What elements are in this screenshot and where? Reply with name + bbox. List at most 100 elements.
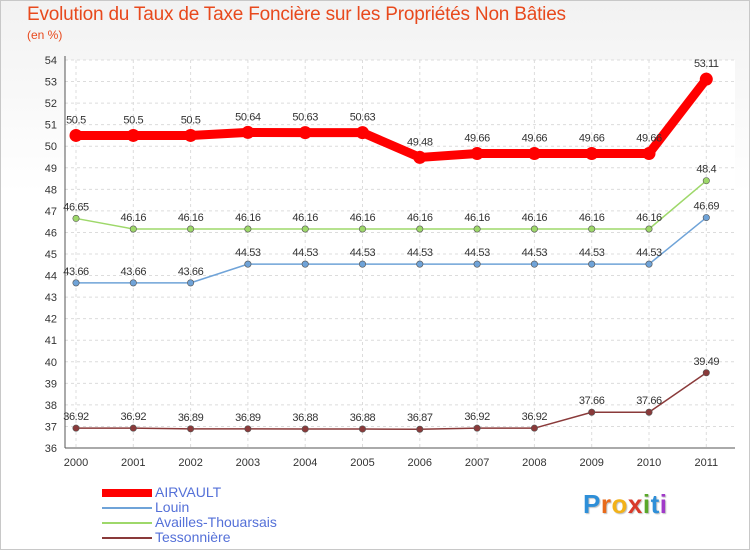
data-point bbox=[588, 260, 596, 268]
data-point bbox=[530, 260, 538, 268]
data-point bbox=[470, 147, 484, 161]
data-point bbox=[413, 150, 427, 164]
data-label: 53.11 bbox=[694, 58, 719, 70]
data-point bbox=[129, 225, 137, 233]
series-line-1 bbox=[75, 216, 708, 284]
data-label: 36.92 bbox=[464, 411, 490, 423]
legend-label-louin: Louin bbox=[155, 499, 190, 515]
legend-swatch-airvault bbox=[102, 489, 152, 497]
data-point bbox=[530, 424, 538, 432]
data-label: 36.88 bbox=[350, 412, 376, 424]
data-label: 43.66 bbox=[121, 266, 147, 278]
data-point bbox=[358, 425, 366, 433]
y-tick-label: 50 bbox=[45, 141, 57, 153]
x-tick-label: 2004 bbox=[293, 457, 317, 469]
x-tick-label: 2001 bbox=[121, 457, 145, 469]
data-label: 46.16 bbox=[464, 212, 490, 224]
data-label: 46.65 bbox=[63, 201, 89, 213]
chart-unit-label: (en %) bbox=[27, 28, 63, 42]
proxiti-logo: Proxiti bbox=[583, 489, 667, 520]
data-point bbox=[588, 225, 596, 233]
x-tick-label: 2011 bbox=[694, 457, 718, 469]
data-point bbox=[72, 214, 80, 222]
data-point bbox=[702, 369, 710, 377]
y-tick-label: 44 bbox=[45, 271, 57, 283]
data-label: 37.66 bbox=[636, 395, 662, 407]
data-point bbox=[527, 147, 541, 161]
y-tick-label: 48 bbox=[45, 184, 57, 196]
y-tick-label: 53 bbox=[45, 77, 57, 89]
logo-letter: x bbox=[627, 489, 643, 519]
data-point bbox=[645, 225, 653, 233]
data-label: 49.66 bbox=[636, 133, 662, 145]
y-tick-label: 46 bbox=[45, 227, 57, 239]
data-point bbox=[187, 425, 195, 433]
x-tick-label: 2002 bbox=[178, 457, 202, 469]
data-label: 46.16 bbox=[350, 212, 376, 224]
data-label: 48.4 bbox=[696, 164, 716, 176]
data-label: 43.66 bbox=[63, 266, 89, 278]
data-label: 49.48 bbox=[407, 136, 433, 148]
logo-letter: t bbox=[650, 489, 660, 519]
data-point bbox=[702, 214, 710, 222]
data-point bbox=[129, 424, 137, 432]
data-label: 49.66 bbox=[464, 133, 490, 145]
y-tick-label: 52 bbox=[45, 98, 57, 110]
data-label: 36.89 bbox=[235, 412, 261, 424]
data-point bbox=[645, 260, 653, 268]
data-label: 37.66 bbox=[579, 395, 605, 407]
data-label: 46.16 bbox=[235, 212, 261, 224]
data-label: 44.53 bbox=[350, 247, 376, 259]
data-point bbox=[473, 424, 481, 432]
legend-label-tessonniere: Tessonnière bbox=[155, 529, 231, 545]
x-tick-label: 2009 bbox=[579, 457, 603, 469]
series-line-0 bbox=[71, 74, 711, 162]
data-label: 50.5 bbox=[181, 114, 201, 126]
data-point bbox=[129, 279, 137, 287]
data-point bbox=[699, 72, 713, 86]
legend-label-airvault: AIRVAULT bbox=[155, 484, 222, 500]
data-label: 44.53 bbox=[522, 247, 548, 259]
logo-letter: i bbox=[659, 489, 668, 519]
series-line-3 bbox=[75, 372, 708, 430]
data-label: 36.92 bbox=[121, 411, 147, 423]
data-point bbox=[356, 126, 369, 140]
data-label: 44.53 bbox=[579, 247, 605, 259]
data-point bbox=[126, 128, 140, 142]
data-point bbox=[72, 424, 80, 432]
y-tick-label: 41 bbox=[45, 335, 57, 347]
data-label: 36.87 bbox=[407, 412, 433, 424]
y-tick-label: 37 bbox=[45, 421, 57, 433]
data-point bbox=[585, 147, 599, 161]
data-label: 44.53 bbox=[636, 247, 662, 259]
y-tick-label: 51 bbox=[45, 120, 57, 132]
data-label: 50.5 bbox=[66, 114, 86, 126]
y-tick-label: 39 bbox=[45, 378, 57, 390]
data-label: 46.16 bbox=[522, 212, 548, 224]
chart-title: Evolution du Taux de Taxe Foncière sur l… bbox=[27, 4, 566, 25]
y-tick-label: 36 bbox=[45, 443, 57, 455]
data-point bbox=[244, 425, 252, 433]
data-label: 36.92 bbox=[522, 411, 548, 423]
data-point bbox=[358, 225, 366, 233]
data-point bbox=[473, 260, 481, 268]
data-label: 50.63 bbox=[350, 112, 376, 124]
x-tick-label: 2007 bbox=[465, 457, 489, 469]
data-point bbox=[187, 279, 195, 287]
logo-letter: o bbox=[611, 489, 628, 519]
data-label: 44.53 bbox=[292, 247, 318, 259]
legend-swatch-tessonniere bbox=[102, 537, 152, 539]
data-label: 44.53 bbox=[407, 247, 433, 259]
data-label: 49.66 bbox=[579, 133, 605, 145]
data-point bbox=[645, 408, 653, 416]
y-tick-label: 42 bbox=[45, 314, 57, 326]
x-tick-label: 2010 bbox=[637, 457, 661, 469]
data-point bbox=[301, 260, 309, 268]
data-label: 36.92 bbox=[63, 411, 89, 423]
data-point bbox=[588, 408, 596, 416]
data-label: 46.69 bbox=[694, 201, 720, 213]
data-point bbox=[69, 128, 83, 142]
logo-letter: i bbox=[642, 489, 651, 519]
y-tick-label: 47 bbox=[45, 206, 57, 218]
